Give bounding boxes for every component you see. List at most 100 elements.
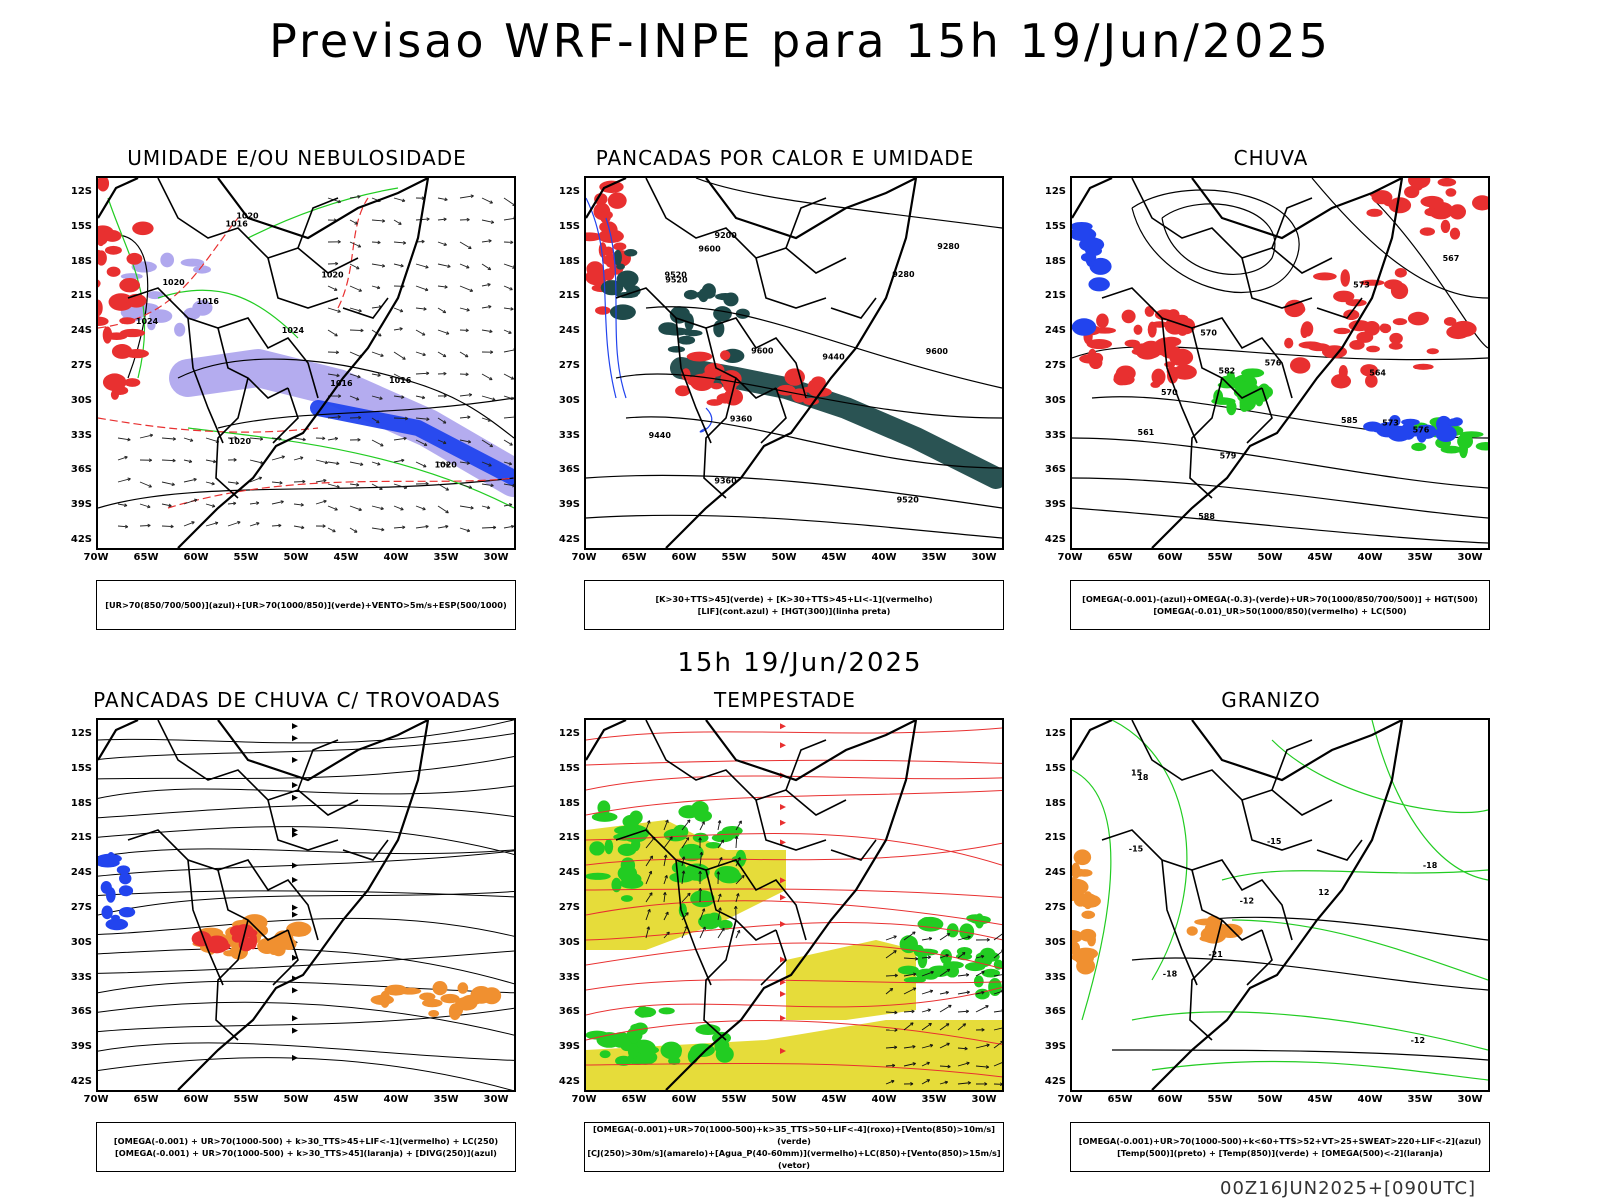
rain-red-area [1424, 207, 1438, 217]
lat-tick-label: 33S [70, 971, 92, 983]
wind-vector [393, 351, 406, 360]
border-line [342, 839, 389, 861]
wind-vector [349, 285, 362, 292]
streamline-250-arrowhead [292, 1015, 298, 1022]
wind-vector [510, 376, 514, 380]
streamline-250 [98, 804, 514, 819]
rain-red-area [1426, 348, 1439, 355]
wind-vector [249, 502, 260, 505]
wind-vector [665, 911, 669, 916]
lat-tick-label: 39S [558, 499, 580, 511]
thickness-label-dots [104, 245, 122, 255]
wind-vector [422, 352, 426, 357]
rain-red-area [1154, 309, 1175, 321]
border-line [615, 829, 807, 941]
streamline-250 [98, 1001, 514, 1036]
contour-label: 576 [1265, 358, 1282, 367]
wind-vector [423, 442, 428, 447]
wind-vector [663, 854, 667, 867]
thickness-label-dots [119, 317, 136, 325]
wind-vector [322, 436, 326, 441]
wind-vector [337, 415, 341, 419]
contour-label: 582 [1219, 367, 1236, 376]
wind-vector [645, 820, 650, 831]
wind-vector [117, 437, 131, 441]
wind-vector [912, 1062, 916, 1066]
thickness-label-dots [98, 249, 103, 257]
wind-vector [649, 892, 653, 896]
temp850-contour [1371, 720, 1488, 881]
streamline-250 [98, 848, 514, 858]
wind-vector [681, 925, 688, 939]
wind-vector [324, 460, 329, 465]
lon-tick-label: 65W [621, 552, 647, 563]
wind-vector [466, 217, 470, 222]
contour-label: 1016 [226, 220, 249, 229]
wind-vector [487, 266, 492, 271]
lat-tick-label: 21S [70, 290, 92, 302]
wind-vector [249, 522, 260, 527]
geopotential-300 [586, 514, 1002, 539]
wind-vector [327, 373, 340, 377]
border-line [1101, 829, 1293, 941]
wind-vector [227, 521, 241, 527]
wind-vector [442, 309, 447, 314]
rain-green-area [1411, 442, 1427, 452]
wind-vector [437, 525, 449, 529]
map-panel-1: UMIDADE E/OU NEBULOSIDADE 12S 15S 18S 21S 24S… [62, 146, 532, 636]
wind-vector [293, 480, 306, 483]
lat-tick-label: 27S [558, 360, 580, 371]
wind-vector [249, 437, 263, 440]
wind-vector [393, 417, 408, 420]
wind-vector [681, 819, 691, 831]
lon-tick-label: 45W [821, 552, 847, 563]
map-area: 588 585 582 579 576 573 570 567 564 561 570 573 576 [1070, 176, 1490, 550]
temp850-contour [1131, 1011, 1488, 1051]
wind-vector [698, 870, 702, 875]
lat-tick-label: 36S [70, 1006, 92, 1018]
wind-vector [489, 443, 494, 448]
border-line [1241, 799, 1313, 851]
wind-vector [645, 892, 653, 903]
wind-vector [735, 893, 739, 903]
lon-tick-label: 40W [1357, 1094, 1383, 1105]
wind-green-area [627, 1043, 639, 1059]
wind-vector [188, 459, 193, 464]
wind-vector [189, 438, 194, 442]
streamline-250-arrowhead [292, 757, 298, 764]
instability-red-area [810, 376, 826, 389]
wind-vector [327, 527, 336, 533]
rain-red-area [1144, 305, 1155, 317]
instability-red-area [687, 376, 704, 387]
wind-vector [717, 927, 725, 939]
geopotential-300 [615, 373, 1002, 419]
wind-green-area [714, 865, 740, 882]
lon-tick-label: 55W [233, 552, 259, 563]
wind-vector [465, 328, 469, 333]
humidity-mid-area [180, 258, 205, 267]
wind-vector [466, 528, 471, 533]
rain-red-area [1333, 290, 1355, 303]
rain-red-area [1333, 327, 1351, 335]
wind-vector [721, 927, 725, 932]
contour-label: -12 [1240, 897, 1254, 906]
thickness-label-dots [98, 315, 101, 324]
wind-vector [510, 524, 514, 529]
wind-vector [445, 462, 450, 467]
wind-vector [323, 499, 327, 504]
wind-vector [338, 394, 342, 398]
wind-green-area [629, 1029, 640, 1044]
lifted-index-contour [586, 197, 617, 399]
wind-vector [437, 218, 447, 221]
contour-label: 9600 [926, 347, 949, 356]
wind-vector [194, 498, 198, 503]
streamline-250-arrowhead [292, 877, 298, 884]
wind-vector [459, 505, 474, 509]
map-panel-4: PANCADAS DE CHUVA C/ TROVOADAS 12S 15S 18S 2… [62, 688, 532, 1178]
wind-vector [648, 870, 653, 875]
lon-tick-label: 55W [1207, 1094, 1233, 1105]
wind-green-area [679, 843, 704, 862]
wind-vector [393, 483, 408, 489]
rain-red-area [1294, 357, 1304, 366]
border-line [1131, 720, 1333, 816]
